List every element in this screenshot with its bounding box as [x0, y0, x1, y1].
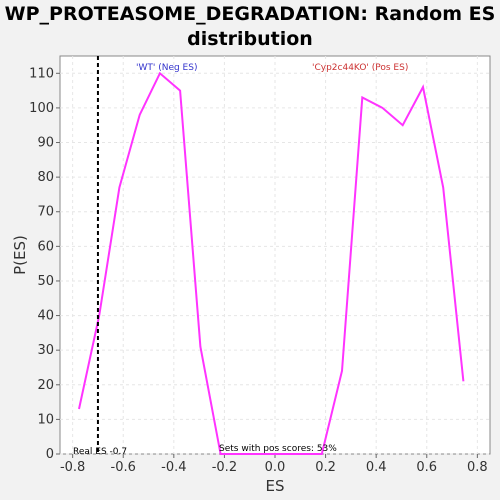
- pos-scores-label: Sets with pos scores: 53%: [219, 444, 337, 454]
- x-axis: -0.8 -0.6 -0.4 -0.2 0.0 0.2 0.4 0.6 0.8: [60, 454, 488, 475]
- y-tick-label: 0: [46, 447, 54, 462]
- y-tick-label: 90: [37, 136, 54, 151]
- chart-title: WP_PROTEASOME_DEGRADATION: Random ES dis…: [4, 3, 496, 50]
- y-tick-label: 110: [29, 66, 54, 81]
- x-tick-label: -0.2: [212, 460, 237, 475]
- pos-es-label: 'Cyp2c44KO' (Pos ES): [312, 63, 408, 73]
- series-group: [78, 71, 465, 455]
- y-tick-label: 30: [37, 343, 54, 358]
- x-tick-label: -0.6: [111, 460, 136, 475]
- x-tick-label: 0.6: [416, 460, 437, 475]
- y-tick-label: 100: [29, 101, 54, 116]
- x-tick-label: -0.8: [60, 460, 85, 475]
- y-tick-label: 60: [37, 239, 54, 254]
- es-distribution-line: [78, 71, 465, 455]
- y-tick-label: 80: [37, 170, 54, 185]
- y-axis: 0 10 20 30 40 50 60 70 80 90 100 110: [29, 66, 60, 462]
- y-tick-label: 10: [37, 412, 54, 427]
- x-tick-label: 0.2: [315, 460, 336, 475]
- y-tick-label: 50: [37, 274, 54, 289]
- x-tick-label: 0.0: [265, 460, 286, 475]
- y-tick-label: 70: [37, 205, 54, 220]
- y-tick-label: 20: [37, 378, 54, 393]
- neg-es-label: 'WT' (Neg ES): [136, 63, 197, 73]
- grid-lines: [60, 56, 490, 455]
- x-axis-label: ES: [266, 477, 285, 495]
- real-es-label: Real ES -0.7: [73, 447, 127, 457]
- x-tick-label: 0.4: [366, 460, 387, 475]
- x-tick-label: -0.4: [161, 460, 186, 475]
- y-tick-label: 40: [37, 309, 54, 324]
- y-axis-label: P(ES): [11, 235, 29, 275]
- x-tick-label: 0.8: [467, 460, 488, 475]
